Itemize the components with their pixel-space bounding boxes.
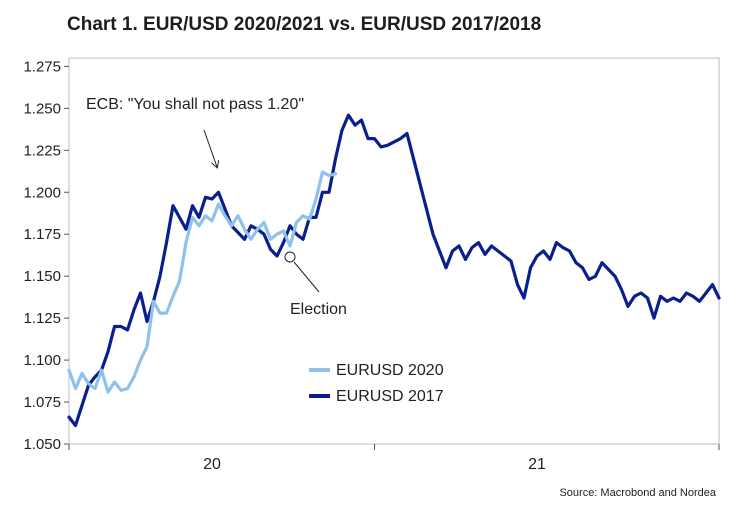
y-tick-label: 1.050 <box>23 436 61 453</box>
y-tick-label: 1.225 <box>23 142 61 159</box>
ecb-annotation-label: ECB: "You shall not pass 1.20" <box>86 96 304 113</box>
ecb-annotation-arrow <box>203 129 217 167</box>
y-tick-label: 1.175 <box>23 226 61 243</box>
source-note: Source: Macrobond and Nordea <box>559 487 716 499</box>
election-annotation-label: Election <box>290 301 347 318</box>
y-tick-label: 1.275 <box>23 58 61 75</box>
series-layer <box>67 113 721 428</box>
plot-frame <box>68 57 720 445</box>
y-tick-label: 1.075 <box>23 394 61 411</box>
election-marker <box>284 251 296 263</box>
series-line-eurusd-2020 <box>67 170 338 394</box>
y-tick-label: 1.150 <box>23 268 61 285</box>
y-tick-label: 1.125 <box>23 310 61 327</box>
y-tick-label: 1.250 <box>23 100 61 117</box>
x-tick-label: 20 <box>203 456 221 473</box>
annotation-layer: ECB: "You shall not pass 1.20" Election <box>86 96 347 318</box>
election-annotation-line <box>293 261 320 293</box>
legend-label-eurusd-2017: EURUSD 2017 <box>336 388 444 405</box>
x-tick-label: 21 <box>528 456 546 473</box>
chart-title: Chart 1. EUR/USD 2020/2021 vs. EUR/USD 2… <box>67 14 541 35</box>
y-tick-label: 1.200 <box>23 184 61 201</box>
y-tick-label: 1.100 <box>23 352 61 369</box>
x-axis: 20 21 <box>68 444 720 473</box>
series-line-eurusd-2017 <box>67 113 721 428</box>
legend-label-eurusd-2020: EURUSD 2020 <box>336 362 444 379</box>
y-axis: 1.050 1.075 1.100 1.125 1.150 1.175 1.200 1.225… <box>23 58 69 453</box>
legend: EURUSD 2020 EURUSD 2017 <box>309 362 444 405</box>
